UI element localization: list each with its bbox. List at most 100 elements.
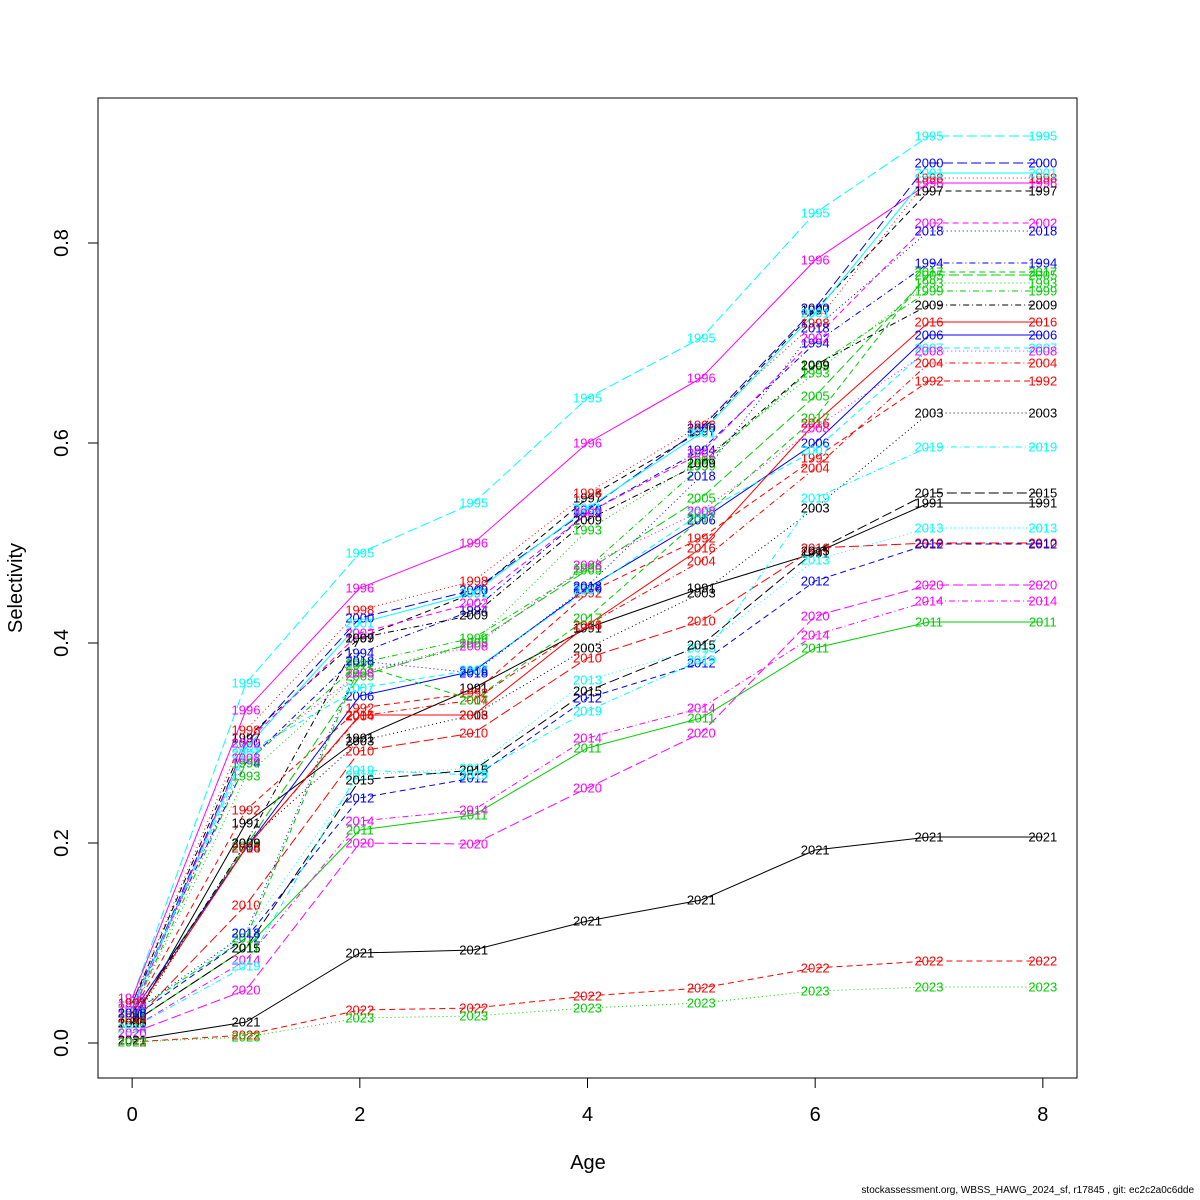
point-label-2012: 2012 [573, 691, 602, 706]
point-label-2009: 2009 [915, 298, 944, 313]
point-label-1991: 1991 [459, 681, 488, 696]
point-label-2002: 2002 [1028, 216, 1057, 231]
point-label-1996: 1996 [118, 991, 147, 1006]
point-label-2009: 2009 [345, 631, 374, 646]
point-label-1993: 1993 [232, 769, 261, 784]
point-label-2010: 2010 [915, 536, 944, 551]
point-label-1998: 1998 [1028, 171, 1057, 186]
point-label-2016: 2016 [1028, 315, 1057, 330]
point-label-1997: 1997 [345, 631, 374, 646]
point-label-2019: 2019 [915, 440, 944, 455]
point-label-2022: 2022 [232, 1028, 261, 1043]
point-label-2003: 2003 [915, 406, 944, 421]
series-line-2012 [131, 543, 1043, 1019]
point-label-2009: 2009 [801, 358, 830, 373]
point-label-2015: 2015 [573, 684, 602, 699]
point-label-2011: 2011 [1029, 615, 1057, 630]
point-label-2008: 2008 [232, 751, 261, 766]
point-label-2004: 2004 [345, 709, 374, 724]
point-label-2010: 2010 [687, 614, 716, 629]
point-label-1991: 1991 [801, 546, 830, 561]
point-label-2003: 2003 [345, 734, 374, 749]
series-line-2002 [131, 222, 1043, 1014]
point-label-2021: 2021 [687, 893, 716, 908]
point-label-2013: 2013 [459, 761, 488, 776]
point-label-2017: 2017 [345, 658, 374, 673]
point-label-1992: 1992 [801, 451, 830, 466]
point-label-2010: 2010 [232, 898, 261, 913]
point-label-2004: 2004 [459, 693, 488, 708]
point-label-1992: 1992 [687, 531, 716, 546]
x-tick-label: 8 [1037, 1104, 1048, 1126]
point-label-2006: 2006 [232, 841, 261, 856]
series-line-2015 [131, 492, 1043, 1024]
series-line-2000 [131, 162, 1043, 1009]
series-line-2013 [131, 527, 1043, 1019]
point-label-2001: 2001 [915, 166, 944, 181]
point-label-1999: 1999 [1028, 284, 1057, 299]
point-label-2013: 2013 [1028, 521, 1057, 536]
point-label-2018: 2018 [459, 666, 488, 681]
series-line-2007 [131, 347, 1043, 1009]
point-label-2006: 2006 [687, 513, 716, 528]
point-label-1993: 1993 [1028, 276, 1057, 291]
point-label-2007: 2007 [118, 1001, 147, 1016]
point-label-2015: 2015 [118, 1016, 147, 1031]
point-label-2018: 2018 [915, 224, 944, 239]
point-label-1997: 1997 [232, 731, 261, 746]
point-label-2011: 2011 [687, 711, 715, 726]
point-label-1993: 1993 [118, 1006, 147, 1021]
point-label-2005: 2005 [1028, 268, 1057, 283]
footer-credit: stockassessment.org, WBSS_HAWG_2024_sf, … [861, 1185, 1194, 1196]
point-label-2002: 2002 [459, 596, 488, 611]
point-label-2015: 2015 [687, 638, 716, 653]
point-label-1997: 1997 [573, 491, 602, 506]
point-label-2017: 2017 [118, 1006, 147, 1021]
point-label-2020: 2020 [573, 781, 602, 796]
point-label-2002: 2002 [687, 446, 716, 461]
point-label-2004: 2004 [915, 356, 944, 371]
point-label-2014: 2014 [345, 814, 374, 829]
point-label-2001: 2001 [573, 501, 602, 516]
y-tick-label: 0.6 [51, 429, 73, 457]
point-label-2007: 2007 [459, 663, 488, 678]
point-label-2005: 2005 [232, 839, 261, 854]
point-label-2016: 2016 [801, 416, 830, 431]
point-label-1998: 1998 [118, 996, 147, 1011]
point-label-2022: 2022 [118, 1035, 147, 1050]
point-label-2017: 2017 [1028, 265, 1057, 280]
point-label-2011: 2011 [346, 823, 374, 838]
point-label-2023: 2023 [573, 1001, 602, 1016]
point-label-1997: 1997 [118, 996, 147, 1011]
point-label-2022: 2022 [345, 1003, 374, 1018]
point-label-2012: 2012 [1028, 537, 1057, 552]
point-label-2002: 2002 [345, 626, 374, 641]
point-label-2017: 2017 [801, 411, 830, 426]
point-label-2011: 2011 [801, 641, 829, 656]
point-label-2016: 2016 [232, 841, 261, 856]
point-label-1996: 1996 [687, 371, 716, 386]
point-label-2005: 2005 [915, 268, 944, 283]
point-label-2004: 2004 [232, 841, 261, 856]
point-label-2020: 2020 [801, 609, 830, 624]
point-label-2014: 2014 [687, 701, 716, 716]
point-label-1999: 1999 [687, 459, 716, 474]
point-label-2017: 2017 [232, 931, 261, 946]
point-label-1994: 1994 [459, 603, 488, 618]
point-label-2017: 2017 [687, 511, 716, 526]
point-label-2012: 2012 [345, 791, 374, 806]
point-label-2018: 2018 [801, 321, 830, 336]
point-label-2008: 2008 [573, 558, 602, 573]
point-label-1994: 1994 [232, 756, 261, 771]
point-label-2018: 2018 [232, 926, 261, 941]
point-label-2023: 2023 [801, 984, 830, 999]
point-label-2017: 2017 [459, 693, 488, 708]
point-label-1999: 1999 [801, 359, 830, 374]
point-label-2014: 2014 [801, 628, 830, 643]
point-label-2013: 2013 [118, 1011, 147, 1026]
point-label-2009: 2009 [459, 608, 488, 623]
point-label-2021: 2021 [1028, 830, 1057, 845]
series-line-2011 [131, 621, 1043, 1024]
point-label-2005: 2005 [345, 669, 374, 684]
